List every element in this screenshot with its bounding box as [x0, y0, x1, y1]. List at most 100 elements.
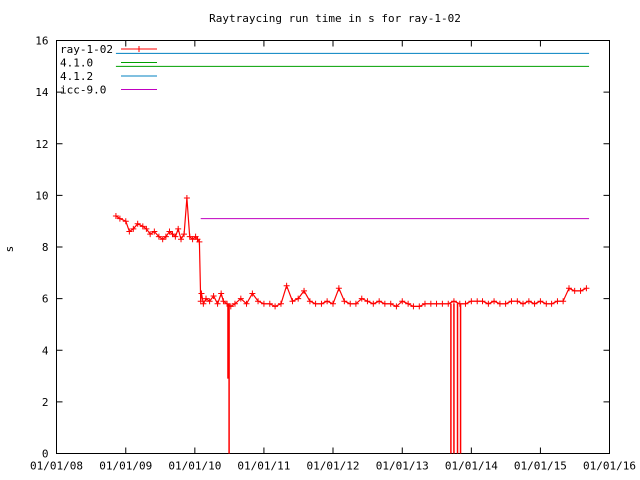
data-point [439, 300, 446, 307]
data-point [218, 290, 225, 297]
data-point [548, 300, 555, 307]
data-point [143, 225, 150, 232]
x-tick-label: 01/01/11 [237, 460, 290, 473]
data-point [126, 228, 133, 235]
data-point [543, 300, 550, 307]
data-point [197, 298, 204, 305]
data-point [266, 300, 273, 307]
data-point [289, 298, 296, 305]
data-point [520, 300, 527, 307]
data-point [214, 300, 221, 307]
data-point [479, 298, 486, 305]
data-point [352, 300, 359, 307]
data-point [416, 303, 423, 310]
data-point [301, 287, 308, 294]
data-point [249, 290, 256, 297]
data-point [399, 298, 406, 305]
y-tick-label: 12 [35, 138, 48, 151]
data-point [295, 295, 302, 302]
data-point [485, 300, 492, 307]
data-point [421, 300, 428, 307]
data-point [554, 298, 561, 305]
data-point [571, 287, 578, 294]
data-point [474, 298, 481, 305]
data-point [162, 233, 169, 240]
data-point [514, 298, 521, 305]
y-tick-label: 10 [35, 189, 48, 202]
y-tick-label: 4 [42, 344, 49, 357]
data-point [358, 295, 365, 302]
x-tick-label: 01/01/16 [583, 460, 636, 473]
series-path [115, 197, 587, 308]
data-point [335, 285, 342, 292]
data-point [508, 298, 515, 305]
data-point [255, 298, 262, 305]
data-point [151, 228, 158, 235]
y-tick-label: 16 [35, 35, 48, 48]
y-axis: 0 2 4 6 8 10 12 14 16 [35, 35, 610, 461]
data-point [531, 300, 538, 307]
data-point [243, 300, 250, 307]
data-point [330, 300, 336, 307]
data-point [200, 300, 207, 307]
data-point [231, 300, 238, 307]
data-point [272, 303, 279, 310]
data-point [347, 300, 354, 307]
data-point [364, 298, 371, 305]
data-point [491, 298, 498, 305]
y-tick-label: 8 [42, 241, 49, 254]
y-tick-label: 0 [42, 448, 49, 461]
data-point [462, 300, 469, 307]
data-point [175, 225, 182, 232]
data-point [181, 231, 188, 238]
data-point [112, 213, 119, 220]
x-tick-label: 01/01/14 [445, 460, 498, 473]
data-point [566, 285, 572, 292]
series-ray-1-02 [112, 194, 590, 310]
data-point [183, 194, 190, 201]
chart-title: Raytraycing run time in s for ray-1-02 [209, 12, 461, 25]
x-tick-label: 01/01/09 [99, 460, 152, 473]
data-point [198, 290, 205, 297]
data-point [387, 300, 394, 307]
data-point [186, 233, 193, 240]
y-axis-label: s [3, 246, 16, 253]
data-point [155, 233, 162, 240]
data-point [203, 295, 210, 302]
legend-label: ray-1-02 [60, 43, 113, 56]
series-drops [227, 303, 462, 454]
data-point [166, 228, 173, 235]
data-point [324, 298, 331, 305]
data-point [537, 298, 544, 305]
legend-label: 4.1.0 [60, 57, 93, 70]
data-point [283, 282, 290, 289]
data-point [376, 298, 383, 305]
data-point [427, 300, 434, 307]
data-point [318, 300, 325, 307]
data-point [134, 220, 141, 227]
data-point [147, 231, 154, 238]
data-point [116, 215, 123, 222]
data-point [139, 223, 146, 230]
data-point [159, 236, 166, 243]
data-point [410, 303, 417, 310]
data-point [130, 225, 137, 232]
data-point [306, 298, 313, 305]
legend-label: icc-9.0 [60, 84, 106, 97]
data-point [468, 298, 475, 305]
data-point [583, 285, 590, 292]
y-tick-label: 6 [42, 293, 49, 306]
data-point [196, 238, 203, 245]
data-point [178, 236, 185, 243]
data-point [312, 300, 319, 307]
data-point [577, 287, 584, 294]
data-point [450, 298, 457, 305]
data-point [525, 298, 532, 305]
x-tick-label: 01/01/08 [30, 460, 83, 473]
data-point [172, 233, 179, 240]
data-point [393, 303, 400, 310]
data-point [370, 300, 377, 307]
legend-marker [136, 46, 142, 52]
data-point [381, 300, 388, 307]
